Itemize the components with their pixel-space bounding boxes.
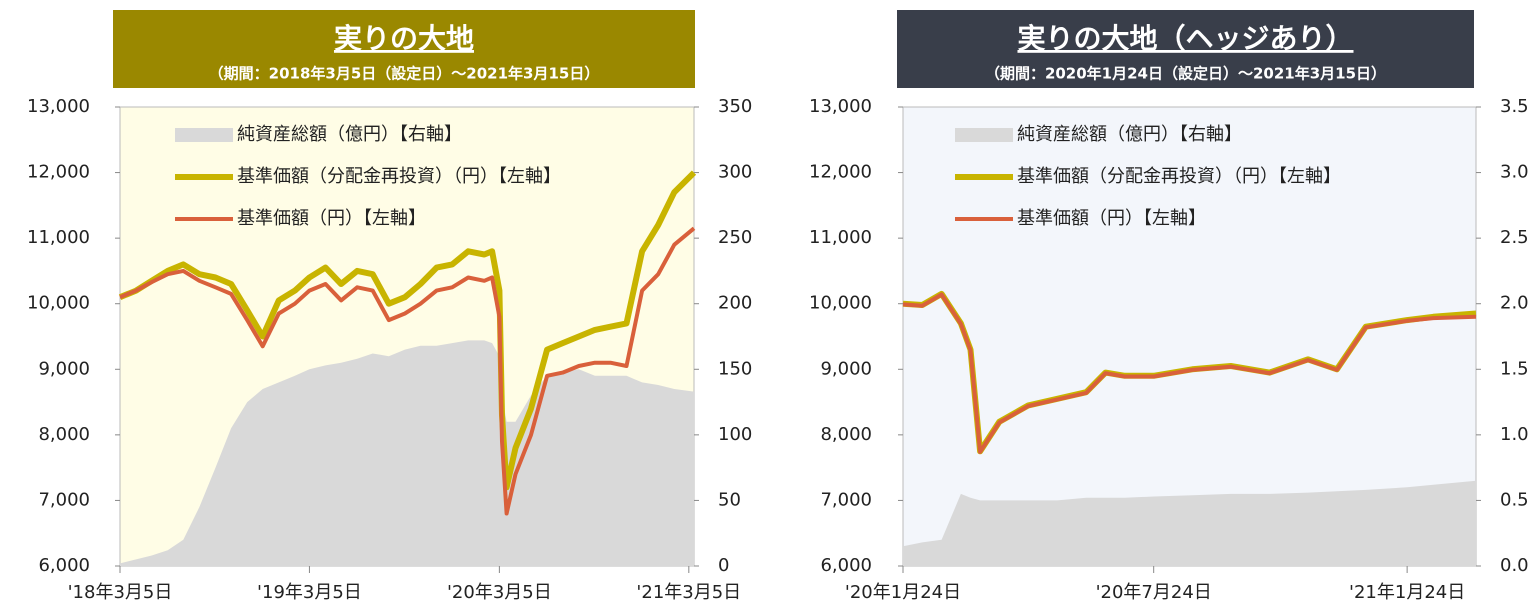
- chart: 実りの大地（ヘッジあり） （期間：2020年1月24日（設定日）～2021年3月1…: [809, 10, 1529, 603]
- y-tick-label: 11,000: [27, 227, 90, 248]
- y2-tick-label: 2.5: [1500, 227, 1529, 248]
- chart-subtitle: （期間：2018年3月5日（設定日）～2021年3月15日）: [209, 65, 600, 83]
- y2-tick-label: 0.0: [1500, 555, 1529, 576]
- x-tick-label: '21年3月5日: [636, 582, 741, 603]
- y2-tick-label: 1.5: [1500, 358, 1529, 379]
- y-tick-label: 8,000: [38, 424, 90, 445]
- y-tick-label: 6,000: [38, 555, 90, 576]
- line: [118, 170, 697, 491]
- y2-tick-label: 350: [718, 96, 752, 117]
- y2-tick-label: 3.0: [1500, 162, 1529, 183]
- area: [903, 480, 1476, 566]
- x-tick-label: '20年1月24日: [845, 582, 961, 603]
- line: [902, 292, 1477, 454]
- y-tick-label: 8,000: [820, 424, 872, 445]
- legend-label: 基準価額（分配金再投資）（円）【左軸】: [1017, 166, 1341, 187]
- y-tick-label: 6,000: [820, 555, 872, 576]
- chart: 実りの大地 （期間：2018年3月5日（設定日）～2021年3月15日） 純資産総額…: [27, 10, 752, 603]
- y-tick-label: 9,000: [820, 358, 872, 379]
- y2-tick-label: 300: [718, 162, 752, 183]
- legend-label: 純資産総額（億円）【右軸】: [1017, 124, 1242, 145]
- area: [120, 340, 694, 566]
- y2-tick-label: 0: [718, 555, 729, 576]
- y2-tick-label: 200: [718, 293, 752, 314]
- chart-title: 実りの大地: [334, 22, 474, 55]
- y2-tick-label: 2.0: [1500, 293, 1529, 314]
- y-tick-label: 9,000: [38, 358, 90, 379]
- title-box: [113, 10, 695, 88]
- line: [119, 226, 696, 516]
- legend-label: 基準価額（分配金再投資）（円）【左軸】: [237, 166, 561, 187]
- chart-subtitle: （期間：2020年1月24日（設定日）～2021年3月15日）: [985, 65, 1386, 83]
- y-tick-label: 12,000: [27, 162, 90, 183]
- y2-tick-label: 100: [718, 424, 752, 445]
- chart-title: 実りの大地（ヘッジあり）: [1017, 22, 1353, 55]
- y2-tick-label: 50: [718, 489, 741, 510]
- legend-label: 基準価額（円）【左軸】: [1017, 208, 1206, 229]
- y2-tick-label: 1.0: [1500, 424, 1529, 445]
- y2-tick-label: 0.5: [1500, 489, 1529, 510]
- x-tick-label: '20年7月24日: [1096, 582, 1212, 603]
- title-box: [897, 10, 1474, 88]
- legend-label: 基準価額（円）【左軸】: [237, 208, 426, 229]
- y2-tick-label: 3.5: [1500, 96, 1529, 117]
- x-tick-label: '18年3月5日: [68, 582, 173, 603]
- x-tick-label: '20年3月5日: [447, 582, 552, 603]
- y-tick-label: 7,000: [820, 489, 872, 510]
- x-tick-label: '19年3月5日: [257, 582, 362, 603]
- y-tick-label: 10,000: [27, 293, 90, 314]
- y-tick-label: 13,000: [27, 96, 90, 117]
- y-tick-label: 12,000: [809, 162, 872, 183]
- y-tick-label: 11,000: [809, 227, 872, 248]
- legend-label: 純資産総額（億円）【右軸】: [237, 124, 462, 145]
- y2-tick-label: 250: [718, 227, 752, 248]
- x-tick-label: '21年1月24日: [1349, 582, 1465, 603]
- y-tick-label: 7,000: [38, 489, 90, 510]
- y-tick-label: 13,000: [809, 96, 872, 117]
- y-tick-label: 10,000: [809, 293, 872, 314]
- y2-tick-label: 150: [718, 358, 752, 379]
